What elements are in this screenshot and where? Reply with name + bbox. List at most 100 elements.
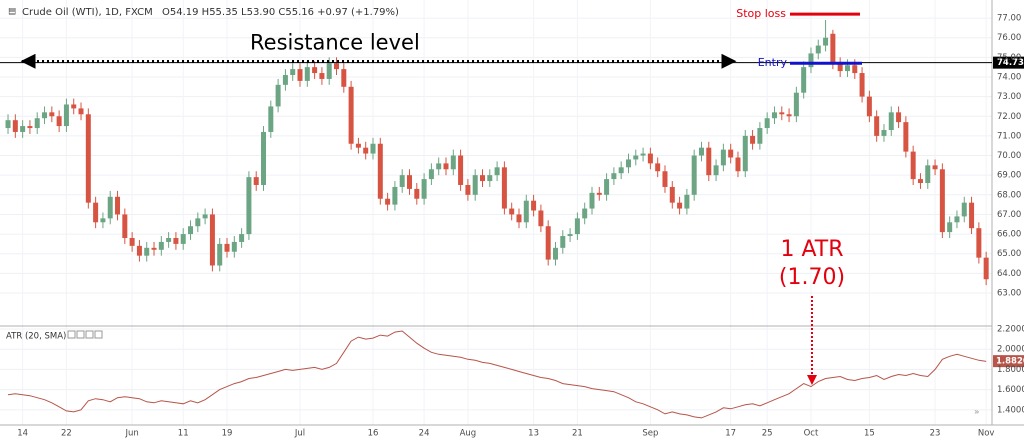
x-tick-label: 17 — [725, 429, 736, 439]
candle-body — [808, 53, 814, 68]
y-tick-label: 1.4000 — [997, 405, 1024, 415]
atr-annotation: (1.70) — [779, 265, 845, 290]
candle-body — [20, 126, 26, 132]
candle-body — [12, 120, 18, 132]
scroll-button[interactable]: » — [974, 408, 980, 418]
y-tick-label: 66.00 — [997, 230, 1021, 240]
candle-body — [983, 257, 989, 280]
candle-body — [107, 196, 113, 219]
y-tick-label: 67.00 — [997, 210, 1021, 220]
last-price-tag — [993, 56, 1024, 69]
candle-body — [465, 184, 471, 195]
candle-body — [947, 222, 953, 233]
candle-body — [823, 37, 829, 46]
candle-body — [771, 112, 777, 119]
candle-body — [370, 143, 376, 154]
candle-body — [969, 202, 975, 229]
overlay: 74.73 Resistance level Stop loss Entry 1.882… — [0, 7, 1024, 385]
candle-body — [874, 116, 880, 136]
indicator-button[interactable] — [67, 330, 76, 339]
candle-body — [144, 247, 150, 256]
candle-body — [195, 218, 201, 227]
candle-body — [34, 118, 40, 129]
candle-body — [151, 247, 157, 250]
y-tick-label: 71.00 — [997, 131, 1021, 141]
y-tick-label: 1.6000 — [997, 385, 1024, 395]
candle-body — [334, 63, 340, 70]
atr-annotation: 1 ATR — [780, 237, 843, 262]
x-tick-label: 14 — [17, 429, 28, 439]
candle-body — [531, 200, 537, 211]
atr-line — [7, 330, 987, 419]
candle-body — [896, 112, 902, 123]
y-tick-label: 2.2000 — [997, 325, 1024, 335]
candle-body — [246, 177, 252, 235]
candle-body — [582, 208, 588, 219]
x-tick-label: Sep — [642, 429, 658, 439]
indicator-button[interactable] — [94, 330, 103, 339]
candle-body — [261, 131, 267, 185]
ohlc-readout: O54.19 H55.35 L53.90 C55.16 +0.97 (+1.79… — [162, 7, 399, 18]
y-tick-label: 70.00 — [997, 151, 1021, 161]
candle-body — [866, 96, 872, 117]
candle-body — [801, 67, 807, 93]
candle-body — [903, 122, 909, 152]
candle-body — [275, 84, 281, 107]
candle-body — [560, 236, 566, 248]
candle-body — [377, 143, 383, 199]
candle-body — [611, 173, 617, 180]
candle-body — [691, 155, 697, 195]
candle-body — [574, 218, 580, 235]
candle-body — [757, 128, 763, 144]
candle-body — [173, 238, 179, 244]
x-tick-label: 21 — [572, 429, 583, 439]
x-tick-label: 22 — [61, 429, 72, 439]
atr-value-tag — [993, 355, 1024, 368]
candle-body — [961, 202, 967, 217]
x-tick-label: Oct — [804, 429, 819, 439]
x-tick-label: Jul — [294, 429, 305, 439]
candle-body — [348, 86, 354, 144]
candle-body — [669, 186, 675, 203]
candle-body — [319, 73, 325, 79]
candle-body — [728, 149, 734, 158]
last-price-label: 74.73 — [997, 58, 1024, 68]
candle-body — [844, 65, 850, 72]
candle-body — [742, 135, 748, 172]
candle-body — [698, 147, 704, 156]
x-tick-label: Jun — [124, 429, 138, 439]
candle-body — [304, 67, 310, 81]
candle-body — [407, 175, 413, 189]
candle-body — [888, 112, 894, 130]
y-tick-label: 69.00 — [997, 171, 1021, 181]
y-tick-label: 63.00 — [997, 288, 1021, 298]
indicator-button[interactable] — [76, 330, 85, 339]
candle-body — [706, 147, 712, 176]
stop-loss-label: Stop loss — [736, 7, 786, 20]
indicator-buttons[interactable] — [67, 330, 103, 339]
indicator-button[interactable] — [85, 330, 94, 339]
candle-body — [976, 228, 982, 258]
candle-body — [414, 188, 420, 199]
x-tick-label: 13 — [528, 429, 539, 439]
candle-body — [764, 118, 770, 129]
candle-body — [494, 167, 500, 176]
candle-body — [830, 33, 836, 64]
x-tick-label: 15 — [864, 429, 875, 439]
y-tick-label: 73.00 — [997, 92, 1021, 102]
candle-body — [735, 157, 741, 172]
candle-body — [5, 120, 11, 129]
candle-body — [604, 179, 610, 195]
candle-body — [49, 112, 55, 117]
candle-body — [399, 175, 405, 187]
x-tick-label: 19 — [222, 429, 233, 439]
candle-body — [63, 104, 69, 127]
candle-body — [428, 169, 434, 180]
candle-body — [458, 155, 464, 185]
candle-body — [837, 63, 843, 72]
candle-body — [684, 194, 690, 209]
candle-body — [282, 75, 288, 85]
x-tick-label: Nov — [978, 429, 995, 439]
candle-body — [158, 241, 164, 250]
candle-body — [793, 92, 799, 117]
